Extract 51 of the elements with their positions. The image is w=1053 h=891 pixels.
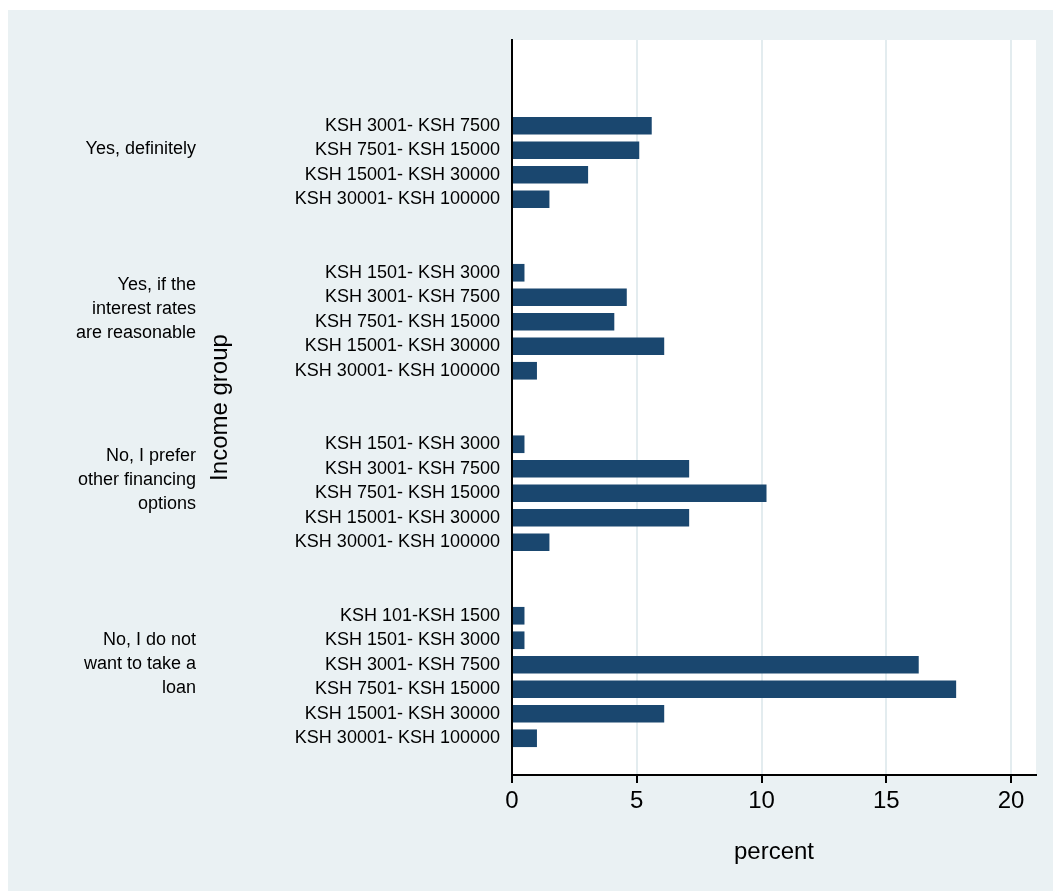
y-tick-label: KSH 30001- KSH 100000 (294, 188, 500, 209)
bar (513, 459, 690, 478)
y-tick-label: KSH 7501- KSH 15000 (314, 678, 500, 699)
bar (513, 361, 537, 380)
y-tick-label: KSH 7501- KSH 15000 (314, 482, 500, 503)
y-axis-title: Income group (204, 334, 232, 481)
x-tick-label: 0 (505, 786, 519, 814)
bar (513, 312, 615, 331)
y-tick-label: KSH 15001- KSH 30000 (304, 163, 500, 184)
bar (513, 190, 550, 209)
y-tick-label: KSH 30001- KSH 100000 (294, 727, 500, 748)
text: No, I prefer other financing options (77, 445, 196, 514)
bar (513, 116, 652, 135)
bar (513, 655, 919, 674)
bar (513, 484, 767, 503)
bar (513, 288, 627, 307)
y-tick-label: KSH 15001- KSH 30000 (304, 506, 500, 527)
y-tick-label: KSH 1501- KSH 3000 (324, 261, 500, 282)
text: Yes, definitely (85, 138, 196, 159)
x-axis-title: percent (733, 837, 815, 865)
y-tick-label: KSH 3001- KSH 7500 (324, 286, 500, 307)
bar (513, 680, 957, 699)
y-tick-label: KSH 15001- KSH 30000 (304, 702, 500, 723)
y-tick-label: KSH 3001- KSH 7500 (324, 457, 500, 478)
x-tick-label: 20 (997, 786, 1025, 814)
bar (513, 533, 550, 552)
bar (513, 729, 537, 748)
y-tick-label: KSH 7501- KSH 15000 (314, 310, 500, 331)
text: Yes, if the interest rates are reasonable (75, 273, 196, 342)
bar (513, 606, 525, 625)
bar (513, 435, 525, 454)
bar (513, 165, 589, 184)
bar (513, 704, 665, 723)
y-tick-label: KSH 30001- KSH 100000 (294, 531, 500, 552)
x-tick-label: 10 (748, 786, 775, 814)
bar (513, 141, 640, 160)
y-tick-label: KSH 1501- KSH 3000 (324, 629, 500, 650)
bar (513, 337, 665, 356)
y-tick-label: KSH 3001- KSH 7500 (324, 114, 500, 135)
x-tick-label: 15 (872, 786, 900, 814)
x-tick-label: 5 (630, 786, 644, 814)
y-tick-label: KSH 15001- KSH 30000 (304, 335, 500, 356)
bar (513, 263, 525, 282)
y-tick-label: KSH 3001- KSH 7500 (324, 653, 500, 674)
bar (513, 508, 690, 527)
bar (513, 631, 525, 650)
text: No, I do not want to take a loan (82, 628, 197, 697)
y-tick-label: KSH 30001- KSH 100000 (294, 359, 500, 380)
y-tick-label: KSH 1501- KSH 3000 (324, 433, 500, 454)
y-tick-label: KSH 101-KSH 1500 (339, 604, 500, 625)
y-tick-label: KSH 7501- KSH 15000 (314, 139, 500, 160)
